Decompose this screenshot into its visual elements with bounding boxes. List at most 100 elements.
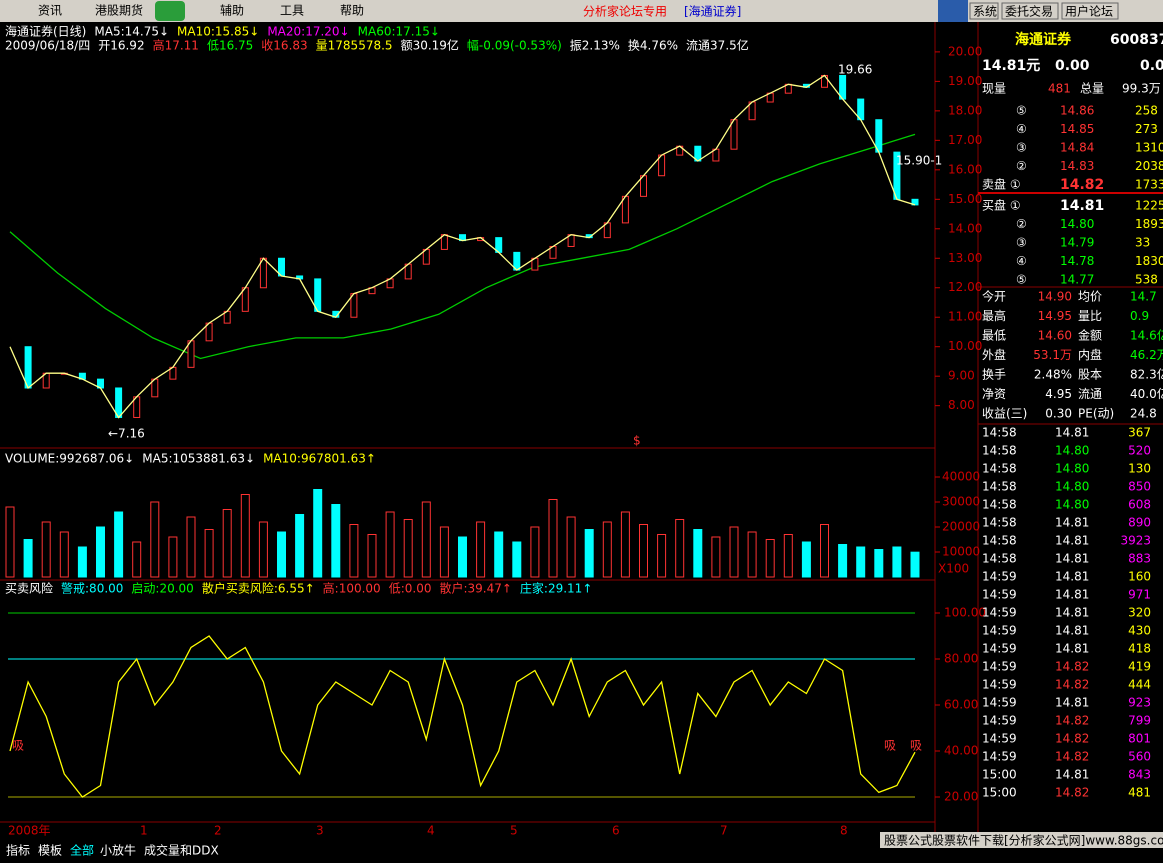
menu-item[interactable]: 辅助 xyxy=(220,4,244,18)
stat-label: 股本 xyxy=(1078,368,1102,382)
volume-bar xyxy=(801,541,811,578)
volume-bar xyxy=(892,546,902,578)
volume-bar xyxy=(566,516,576,578)
level-volume: 1733 xyxy=(1135,178,1163,192)
level-label: ⑤ xyxy=(1016,273,1027,287)
tick-time: 14:59 xyxy=(982,678,1017,692)
level-price: 14.83 xyxy=(1060,159,1094,173)
stat-value: 82.3亿 xyxy=(1130,367,1163,382)
stat-label: 量比 xyxy=(1078,309,1102,323)
tick-time: 14:58 xyxy=(982,534,1017,548)
indicator-title: 高:100.00 xyxy=(323,581,381,596)
tick-price: 14.80 xyxy=(1055,462,1089,476)
volume-bar xyxy=(204,529,214,578)
indicator-title: 启动:20.00 xyxy=(131,582,193,596)
menu-item[interactable]: 资讯 xyxy=(38,4,62,18)
volume-bar xyxy=(657,534,667,578)
tick-time: 14:59 xyxy=(982,624,1017,638)
stat-value: 0.30 xyxy=(1045,407,1072,421)
stat-value: 14.95 xyxy=(1038,309,1072,323)
tick-volume: 560 xyxy=(1128,750,1151,764)
menu-button-label[interactable]: 系统 xyxy=(973,5,997,19)
level-label: 买盘 ① xyxy=(982,198,1021,213)
y-tick-label: 100.00 xyxy=(944,606,986,620)
y-tick-label: 20000 xyxy=(942,520,980,534)
stat-label: 收益(三) xyxy=(982,407,1027,421)
tick-time: 14:59 xyxy=(982,588,1017,602)
price-info: 幅-0.09(-0.53%) xyxy=(467,38,562,53)
stat-label: PE(动) xyxy=(1078,407,1114,421)
candle xyxy=(911,198,919,206)
y-tick-label: 11.00 xyxy=(948,310,982,324)
volume-bar xyxy=(168,536,178,578)
price-info: 振2.13% xyxy=(570,39,620,53)
volume-bar xyxy=(783,534,793,578)
volume-bar xyxy=(222,509,232,578)
volume-bar xyxy=(512,541,522,578)
stat-label: 最低 xyxy=(982,329,1006,343)
tick-price: 14.82 xyxy=(1055,732,1089,746)
tick-price: 14.81 xyxy=(1055,570,1089,584)
volume-bar xyxy=(240,494,250,578)
indicator-title: 散户买卖风险:6.55↑ xyxy=(202,581,315,596)
price-info: 量1785578.5 xyxy=(316,39,393,53)
tick-volume: 843 xyxy=(1128,768,1151,782)
tick-volume: 130 xyxy=(1128,462,1151,476)
stat-label: 均价 xyxy=(1078,290,1102,304)
stat-value: 14.60 xyxy=(1038,329,1072,343)
volume-unit: X100 xyxy=(938,562,969,576)
tab[interactable]: 指标 xyxy=(6,843,30,858)
volume-bar xyxy=(132,541,142,578)
volume-bar xyxy=(349,524,359,578)
stat-label: 外盘 xyxy=(982,347,1006,362)
level-volume: 1310 xyxy=(1135,141,1163,155)
y-tick-label: 60.00 xyxy=(944,698,978,712)
menu-button[interactable] xyxy=(1001,2,1059,20)
menu-button-label[interactable]: 委托交易 xyxy=(1005,4,1053,19)
price-title: MA20:17.20↓ xyxy=(267,25,349,39)
level-price: 14.84 xyxy=(1060,141,1094,155)
y-tick-label: 10000 xyxy=(942,545,980,559)
y-tick-label: 15.00 xyxy=(948,192,982,206)
menu-item[interactable]: 帮助 xyxy=(340,4,364,18)
level-volume: 273 xyxy=(1135,122,1158,136)
menu-button[interactable] xyxy=(969,2,999,20)
stat-value: 14.7 xyxy=(1130,290,1157,304)
tab[interactable]: 小放牛 xyxy=(100,843,136,858)
tick-price: 14.82 xyxy=(1055,660,1089,674)
tick-price: 14.81 xyxy=(1055,426,1089,440)
tick-time: 14:59 xyxy=(982,714,1017,728)
tab[interactable]: 成交量和DDX xyxy=(144,843,219,858)
tick-time: 14:59 xyxy=(982,660,1017,674)
menu-item[interactable]: 港股期货 xyxy=(95,3,143,18)
menu-button-label[interactable]: 用户论坛 xyxy=(1065,4,1113,19)
tick-time: 14:59 xyxy=(982,732,1017,746)
level-volume: 538 xyxy=(1135,273,1158,287)
tick-time: 14:58 xyxy=(982,444,1017,458)
level-label: ③ xyxy=(1016,236,1027,250)
x-label: 4 xyxy=(427,824,435,838)
tab[interactable]: 模板 xyxy=(38,844,62,858)
tick-price: 14.82 xyxy=(1055,750,1089,764)
tick-time: 14:58 xyxy=(982,426,1017,440)
stat-label: 最高 xyxy=(982,308,1006,323)
x-label: 1 xyxy=(140,824,148,838)
tick-volume: 923 xyxy=(1128,696,1151,710)
tick-time: 15:00 xyxy=(982,768,1017,782)
stat-value: 14.6亿 xyxy=(1130,328,1163,343)
price-info: 额30.19亿 xyxy=(401,38,459,53)
level-price: 14.77 xyxy=(1060,273,1094,287)
volume-bar xyxy=(96,526,105,578)
tab-bar xyxy=(0,842,1163,863)
menu-button[interactable] xyxy=(1061,2,1119,20)
y-tick-label: 16.00 xyxy=(948,162,982,176)
volume-bar xyxy=(747,531,757,578)
y-tick-label: 18.00 xyxy=(948,103,982,117)
menu-item[interactable]: 工具 xyxy=(280,4,304,18)
volume-bar xyxy=(729,526,739,578)
tab[interactable]: 全部 xyxy=(70,843,94,858)
tick-price: 14.82 xyxy=(1055,714,1089,728)
indicator-title: 庄家:29.11↑ xyxy=(520,581,592,596)
volume-title: MA10:967801.63↑ xyxy=(263,452,376,466)
stat-value: 4.95 xyxy=(1045,387,1072,401)
